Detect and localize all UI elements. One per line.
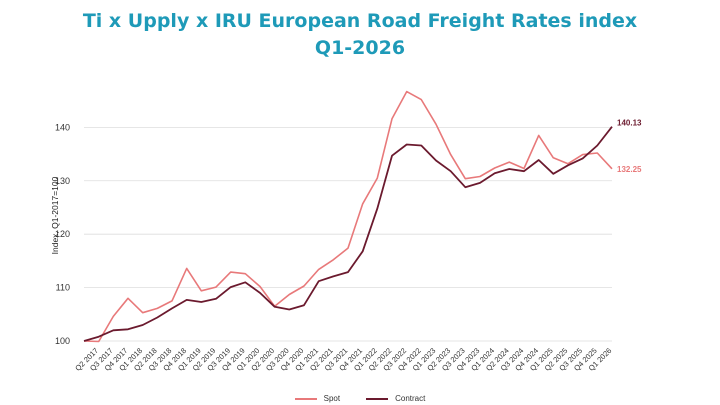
chart-title-line-2: Q1-2026: [314, 37, 406, 59]
y-tick-label-120: 120: [55, 229, 70, 239]
end-label-spot: 132.25: [617, 165, 642, 174]
legend-swatch-spot: [294, 397, 317, 400]
legend-label-contract: Contract: [395, 394, 426, 403]
series-line-contract: [83, 126, 613, 342]
series-line-spot: [83, 90, 613, 343]
legend-item-spot: Spot: [294, 394, 341, 403]
chart-title: Ti x Upply x IRU European Road Freight R…: [0, 8, 720, 62]
y-axis-ticks: 100 110 120 130 140: [55, 122, 70, 346]
chart-title-line-1: Ti x Upply x IRU European Road Freight R…: [82, 10, 638, 32]
grid-lines: [84, 126, 612, 342]
legend-label-spot: Spot: [323, 394, 341, 403]
end-label-contract: 140.13: [617, 119, 642, 128]
legend: Spot Contract: [0, 394, 720, 403]
end-value-labels: 140.13 132.25: [617, 119, 642, 174]
y-axis-label: Index, Q1-2017=100: [50, 176, 60, 254]
y-tick-label-110: 110: [56, 283, 70, 293]
legend-item-contract: Contract: [366, 394, 425, 403]
legend-swatch-contract: [366, 397, 389, 400]
y-tick-label-100: 100: [55, 336, 70, 346]
y-tick-label-140: 140: [55, 122, 70, 132]
series-lines: [83, 90, 613, 343]
y-tick-label-130: 130: [55, 176, 70, 186]
